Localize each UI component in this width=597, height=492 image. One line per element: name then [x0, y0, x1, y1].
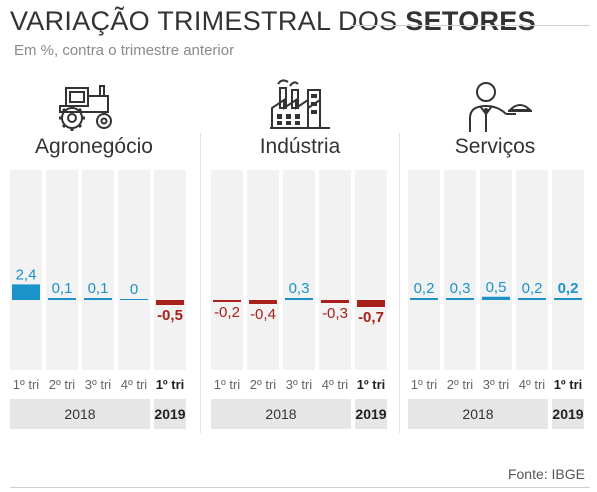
column-background: [408, 170, 440, 370]
quarter-label: 1º tri: [214, 377, 241, 392]
data-label: 0: [130, 281, 138, 298]
year-band-2019: [154, 399, 186, 429]
data-label: 2,4: [16, 266, 37, 283]
data-label: -0,3: [322, 305, 348, 322]
quarter-label: 4º tri: [322, 377, 349, 392]
bar: [249, 300, 277, 304]
bar: [285, 298, 313, 300]
bar: [482, 296, 510, 300]
year-band-2018: [10, 399, 150, 429]
sector-name-industria: Indústria: [259, 135, 341, 158]
data-label: 0,3: [289, 280, 310, 297]
year-label: 2019: [552, 406, 583, 422]
quarter-label: 4º tri: [519, 377, 546, 392]
data-label: -0,4: [250, 306, 276, 323]
quarter-label: 1º tri: [13, 377, 40, 392]
data-label: -0,7: [358, 309, 384, 326]
quarter-label: 3º tri: [483, 377, 510, 392]
quarter-label: 2º tri: [447, 377, 474, 392]
column-background: [211, 170, 243, 370]
data-label: 0,2: [558, 280, 579, 297]
quarter-label: 3º tri: [286, 377, 313, 392]
factory-icon: [270, 79, 330, 129]
data-label: 0,5: [486, 279, 507, 296]
column-background: [10, 170, 42, 370]
quarter-label: 4º tri: [121, 377, 148, 392]
column-background: [46, 170, 78, 370]
source-note: Fonte: IBGE: [507, 466, 585, 482]
column-background: [319, 170, 351, 370]
data-label: 0,2: [522, 280, 543, 297]
bar: [321, 300, 349, 303]
year-label: 2018: [462, 406, 493, 422]
sector-name-agro: Agronegócio: [35, 135, 153, 158]
bar: [48, 298, 76, 300]
quarter-label: 1º tri: [554, 377, 583, 392]
quarter-label: 1º tri: [156, 377, 185, 392]
column-background: [82, 170, 114, 370]
quarter-label: 2º tri: [250, 377, 277, 392]
quarter-label: 1º tri: [411, 377, 438, 392]
column-background: [552, 170, 584, 370]
quarter-label: 3º tri: [85, 377, 112, 392]
column-background: [118, 170, 150, 370]
subtitle: Em %, contra o trimestre anterior: [14, 42, 235, 59]
bar: [518, 298, 546, 300]
title-regular: VARIAÇÃO TRIMESTRAL DOS: [10, 6, 406, 36]
column-background: [516, 170, 548, 370]
column-background: [444, 170, 476, 370]
tractor-icon: [59, 85, 112, 131]
year-band-2018: [408, 399, 548, 429]
bar: [120, 299, 148, 300]
year-band-2019: [552, 399, 584, 429]
column-background: [154, 170, 186, 370]
year-label: 2019: [154, 406, 185, 422]
title-bold: SETORES: [405, 6, 536, 36]
panel-separator: [399, 133, 400, 433]
data-label: 0,1: [52, 280, 73, 297]
title-rule: [350, 25, 590, 26]
waiter-icon: [469, 82, 533, 132]
data-label: 0,1: [88, 280, 109, 297]
bar: [156, 300, 184, 305]
bar: [12, 284, 40, 300]
bar: [554, 298, 582, 300]
data-label: -0,5: [157, 307, 183, 324]
data-label: 0,3: [450, 280, 471, 297]
bar: [84, 298, 112, 300]
bar: [213, 300, 241, 302]
column-background: [355, 170, 387, 370]
page-title: VARIAÇÃO TRIMESTRAL DOS SETORES: [10, 6, 536, 37]
year-band-2019: [355, 399, 387, 429]
panel-separator: [200, 133, 201, 433]
bar: [446, 298, 474, 300]
bar: [410, 298, 438, 300]
column-background: [247, 170, 279, 370]
year-band-2018: [211, 399, 351, 429]
data-label: 0,2: [414, 280, 435, 297]
column-background: [480, 170, 512, 370]
year-label: 2019: [355, 406, 386, 422]
year-label: 2018: [64, 406, 95, 422]
data-label: -0,2: [214, 304, 240, 321]
bottom-rule: [10, 487, 590, 488]
year-label: 2018: [265, 406, 296, 422]
quarter-label: 2º tri: [49, 377, 76, 392]
bar: [357, 300, 385, 307]
sector-name-servicos: Serviços: [454, 135, 536, 158]
column-background: [283, 170, 315, 370]
quarter-label: 1º tri: [357, 377, 386, 392]
